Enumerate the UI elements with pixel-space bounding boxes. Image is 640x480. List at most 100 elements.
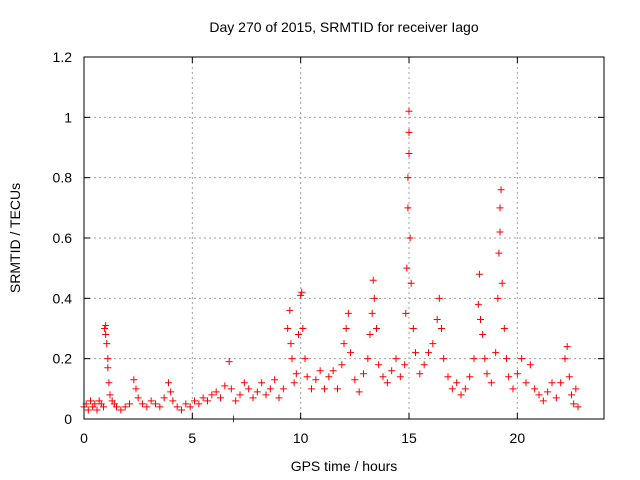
data-point-plus [475, 270, 483, 278]
data-point-plus [483, 370, 491, 378]
data-point-plus [552, 394, 560, 402]
data-point-plus [134, 394, 142, 402]
grid-lines [84, 57, 604, 419]
data-point-plus [461, 385, 469, 393]
data-point-plus [364, 355, 372, 363]
data-point-plus [347, 349, 354, 357]
data-point-plus [568, 391, 575, 399]
data-point-plus [102, 321, 110, 329]
data-point-plus [396, 373, 404, 381]
data-point-plus [366, 331, 374, 339]
data-point-plus [217, 394, 224, 402]
data-point-plus [497, 186, 505, 194]
data-point-plus [288, 355, 296, 363]
data-point-plus [544, 388, 552, 396]
data-point-plus [303, 373, 311, 381]
data-point-plus [392, 355, 400, 363]
data-point-plus [344, 309, 352, 317]
data-point-plus [557, 379, 565, 387]
data-point-plus [498, 279, 506, 287]
x-tick-label: 10 [293, 430, 309, 446]
data-point-plus [143, 403, 151, 411]
data-point-plus [156, 403, 164, 411]
y-tick-label: 0.2 [53, 351, 73, 367]
data-point-plus [466, 373, 474, 381]
data-point-plus [513, 370, 521, 378]
data-point-plus [195, 400, 203, 408]
data-point-plus [240, 379, 248, 387]
data-point-plus [496, 204, 504, 212]
data-point-plus [531, 385, 539, 393]
y-axis-label: SRMTID / TECUs [7, 183, 23, 293]
data-point-plus [186, 403, 194, 411]
data-point-plus [208, 391, 216, 399]
data-point-plus [435, 294, 443, 302]
data-point-plus [403, 264, 411, 272]
data-point-plus [518, 355, 526, 363]
data-point-plus [479, 331, 487, 339]
data-point-plus [126, 400, 133, 408]
data-point-plus [495, 249, 503, 257]
data-point-plus [375, 361, 383, 369]
data-point-plus [453, 379, 461, 387]
data-point-plus [574, 403, 582, 411]
y-tick-label: 0.6 [53, 230, 73, 246]
data-point-plus [329, 367, 337, 375]
data-point-plus [505, 373, 513, 381]
data-point-plus [351, 376, 359, 384]
data-point-plus [100, 403, 107, 411]
data-point-plus [425, 349, 432, 357]
data-point-plus [440, 355, 448, 363]
data-point-plus [448, 385, 456, 393]
data-point-plus [438, 325, 445, 332]
data-point-plus [316, 367, 324, 375]
data-point-plus [167, 388, 175, 396]
data-point-plus [93, 406, 101, 414]
data-point-plus [401, 361, 409, 369]
x-axis-label: GPS time / hours [291, 458, 398, 474]
data-point-plus [84, 406, 92, 414]
data-point-plus [91, 400, 99, 408]
plot-frame [83, 56, 605, 420]
data-point-plus [444, 373, 452, 381]
y-tick-label: 1 [64, 109, 72, 125]
data-point-plus [535, 391, 543, 399]
data-point-plus [340, 340, 348, 348]
data-point-plus [249, 394, 257, 402]
data-point-plus [404, 204, 412, 212]
data-point-plus [503, 355, 510, 363]
data-point-plus [526, 361, 534, 369]
data-point-plus [191, 397, 198, 405]
data-point-plus [379, 373, 387, 381]
data-point-plus [355, 388, 363, 396]
data-point-plus [570, 400, 578, 408]
x-tick-label: 15 [401, 430, 417, 446]
data-point-plus [225, 358, 233, 366]
data-point-plus [182, 400, 190, 408]
data-point-plus [548, 379, 556, 387]
data-point-plus [165, 379, 172, 387]
x-tick-label: 0 [80, 430, 88, 446]
data-point-plus [492, 349, 500, 357]
data-point-plus [383, 379, 391, 387]
data-point-plus [117, 406, 125, 414]
data-point-plus [404, 174, 412, 182]
data-point-plus [522, 379, 530, 387]
data-point-plus [416, 370, 424, 378]
data-point-plus [405, 128, 413, 136]
data-point-plus [301, 355, 309, 363]
data-point-plus [236, 391, 244, 399]
data-point-plus [199, 394, 207, 402]
data-point-plus [312, 376, 320, 384]
data-point-plus [103, 340, 111, 348]
data-point-plus [130, 376, 138, 384]
data-point-plus [474, 300, 482, 308]
data-point-plus [262, 391, 270, 399]
data-point-plus [539, 397, 547, 405]
data-point-plus [292, 370, 300, 378]
data-point-plus [487, 379, 495, 387]
data-point-plus [132, 385, 140, 393]
data-point-plus [160, 394, 168, 402]
data-point-plus [325, 373, 333, 381]
y-tick-label: 0 [64, 411, 72, 427]
